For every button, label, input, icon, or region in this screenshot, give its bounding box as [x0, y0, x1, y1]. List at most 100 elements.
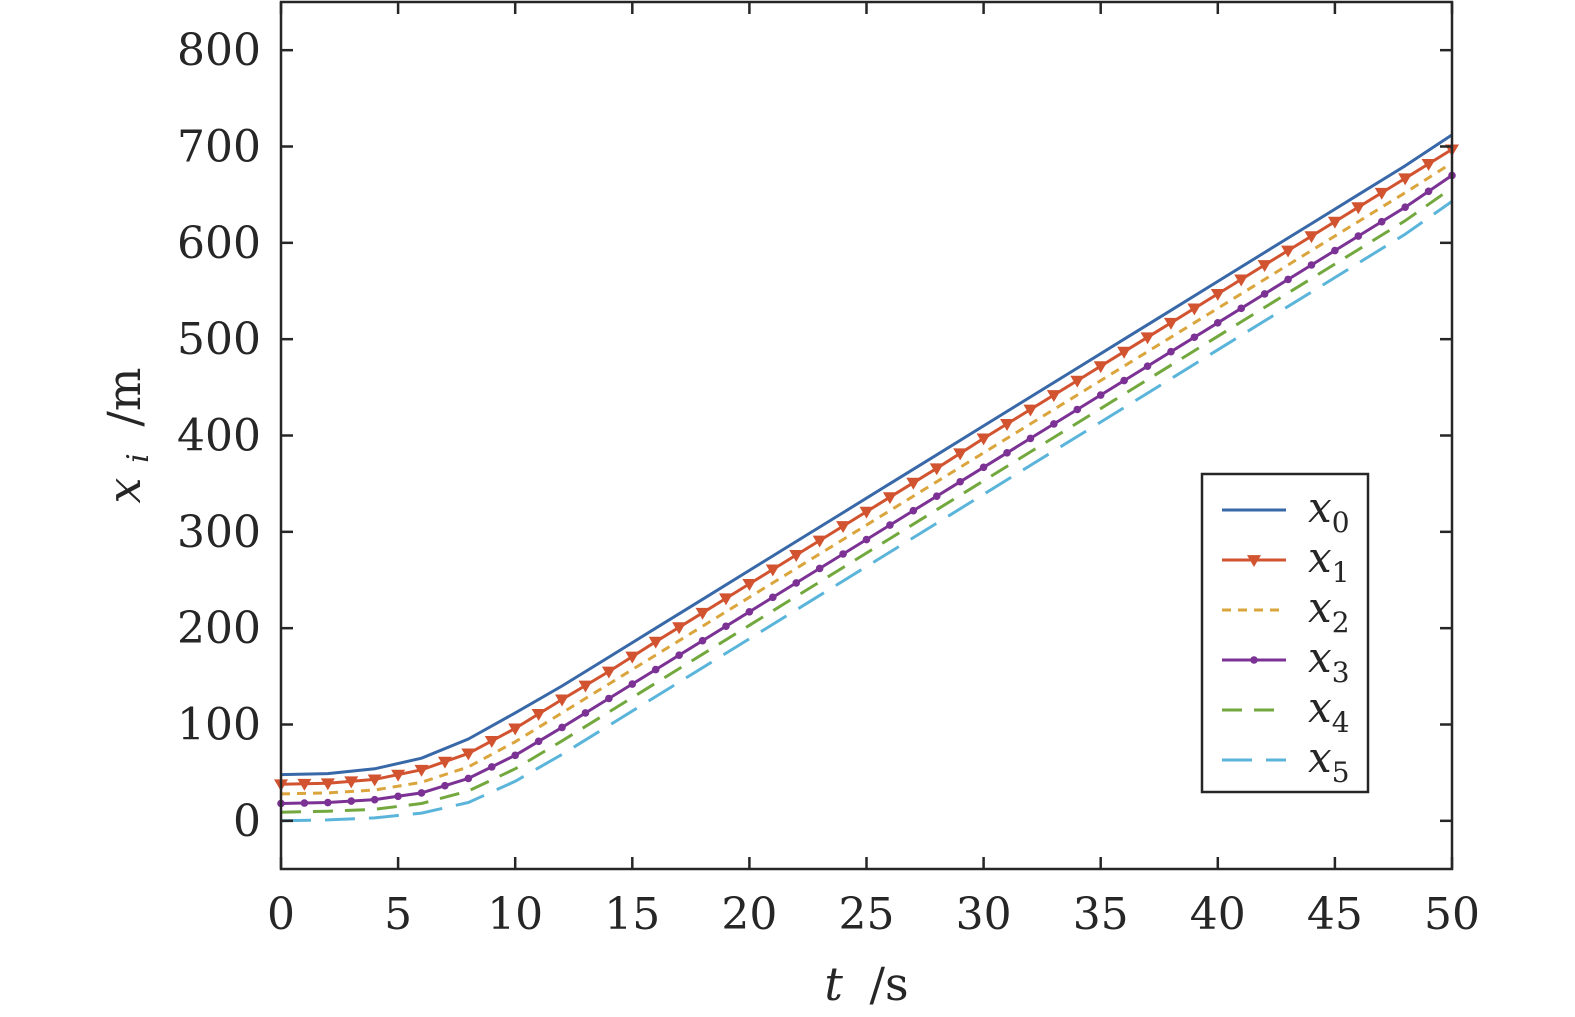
series-line-x4 — [280, 186, 1453, 814]
series-marker-x1 — [929, 463, 944, 476]
series-marker-x3 — [558, 723, 566, 732]
series-marker-x1 — [367, 774, 382, 787]
series-line-x5 — [280, 200, 1453, 823]
series-marker-x1 — [672, 622, 687, 635]
series-marker-x1 — [414, 764, 429, 777]
series-marker-x3 — [511, 751, 519, 760]
series-marker-x1 — [882, 492, 897, 505]
series-marker-x3 — [1073, 405, 1082, 414]
series-marker-x3 — [347, 797, 356, 805]
legend-label: x0 — [1308, 483, 1350, 539]
series-marker-x3 — [722, 622, 730, 631]
y-axis-var: x — [97, 477, 151, 503]
series-marker-x3 — [417, 789, 426, 797]
series-marker-x1 — [1210, 288, 1225, 301]
series-marker-x1 — [718, 593, 733, 606]
series-marker-x3 — [1120, 376, 1128, 385]
legend-label: x4 — [1308, 683, 1350, 739]
series-layer — [274, 133, 1459, 823]
series-marker-x3 — [441, 781, 449, 790]
y-tick-label: 200 — [177, 603, 261, 654]
x-tick-label: 30 — [956, 889, 1012, 940]
series-x3 — [277, 171, 1456, 808]
series-marker-x1 — [1351, 202, 1366, 215]
series-marker-x1 — [531, 709, 546, 721]
series-marker-x3 — [1331, 246, 1339, 255]
series-marker-x3 — [464, 774, 473, 783]
series-marker-x1 — [1257, 260, 1272, 272]
series-marker-x3 — [1401, 203, 1409, 211]
series-marker-x1 — [508, 723, 523, 736]
series-marker-x3 — [839, 550, 847, 558]
series-marker-x1 — [601, 666, 616, 679]
series-line-x0 — [280, 133, 1453, 777]
x-tick-label: 45 — [1307, 889, 1363, 940]
series-marker-x3 — [1190, 333, 1199, 342]
series-marker-x1 — [1070, 375, 1085, 388]
series-marker-x1 — [484, 735, 499, 748]
y-tick-label: 100 — [177, 700, 261, 751]
x-tick-label: 10 — [487, 889, 543, 940]
x-tick-label: 0 — [267, 889, 295, 940]
series-marker-x3 — [628, 680, 637, 688]
series-marker-x3 — [300, 799, 309, 807]
series-marker-x1 — [1187, 303, 1202, 316]
series-marker-x1 — [765, 564, 780, 577]
series-marker-x1 — [555, 694, 570, 707]
series-marker-x3 — [1260, 290, 1269, 298]
series-marker-x1 — [1023, 404, 1038, 417]
series-marker-x1 — [578, 680, 593, 693]
series-marker-x3 — [1284, 275, 1292, 284]
series-marker-x3 — [1096, 391, 1105, 399]
series-marker-x3 — [909, 506, 918, 515]
legend-label: x3 — [1308, 633, 1350, 689]
series-marker-x3 — [1307, 261, 1316, 269]
series-marker-x3 — [745, 607, 754, 616]
series-marker-x1 — [648, 636, 663, 649]
series-marker-x3 — [769, 593, 777, 602]
series-marker-x1 — [297, 778, 312, 791]
series-marker-x3 — [862, 535, 871, 544]
series-marker-x3 — [675, 651, 683, 659]
series-marker-x3 — [932, 492, 941, 500]
series-marker-x3 — [394, 792, 402, 801]
series-marker-x1 — [1000, 419, 1015, 431]
series-marker-x3 — [324, 798, 332, 807]
series-marker-x1 — [1163, 317, 1178, 330]
x-tick-label: 25 — [839, 889, 895, 940]
series-marker-x3 — [1143, 362, 1152, 370]
y-tick-label: 600 — [177, 218, 261, 269]
series-marker-x1 — [859, 506, 874, 519]
series-marker-x1 — [391, 769, 406, 782]
series-marker-x3 — [581, 709, 590, 717]
series-marker-x1 — [789, 550, 804, 562]
series-marker-x1 — [1234, 274, 1249, 287]
series-marker-x3 — [534, 737, 543, 746]
series-marker-x1 — [1398, 173, 1413, 186]
x-axis-var: t — [824, 957, 843, 1011]
x-tick-label: 35 — [1073, 889, 1129, 940]
series-marker-x1 — [812, 535, 827, 548]
series-marker-x1 — [1281, 245, 1296, 258]
legend-label: x1 — [1308, 533, 1350, 589]
legend-label: x2 — [1308, 583, 1350, 639]
series-marker-x1 — [1093, 361, 1108, 374]
series-marker-x3 — [1354, 232, 1363, 240]
series-marker-x1 — [906, 477, 921, 490]
series-x2 — [280, 161, 1453, 796]
series-marker-x1 — [320, 778, 335, 791]
series-marker-x1 — [1327, 216, 1342, 229]
series-marker-x3 — [979, 463, 988, 472]
y-tick-label: 400 — [177, 411, 261, 462]
x-axis-unit: /s — [870, 957, 909, 1011]
legend-box — [1200, 472, 1370, 794]
y-axis-unit: /m — [97, 368, 151, 427]
series-marker-x3 — [1214, 318, 1222, 327]
y-axis-sub: i — [121, 453, 156, 463]
y-tick-label: 800 — [177, 25, 261, 76]
series-marker-x1 — [836, 521, 851, 534]
x-tick-label: 50 — [1424, 889, 1480, 940]
series-marker-x3 — [698, 636, 707, 645]
series-marker-x1 — [953, 448, 968, 461]
